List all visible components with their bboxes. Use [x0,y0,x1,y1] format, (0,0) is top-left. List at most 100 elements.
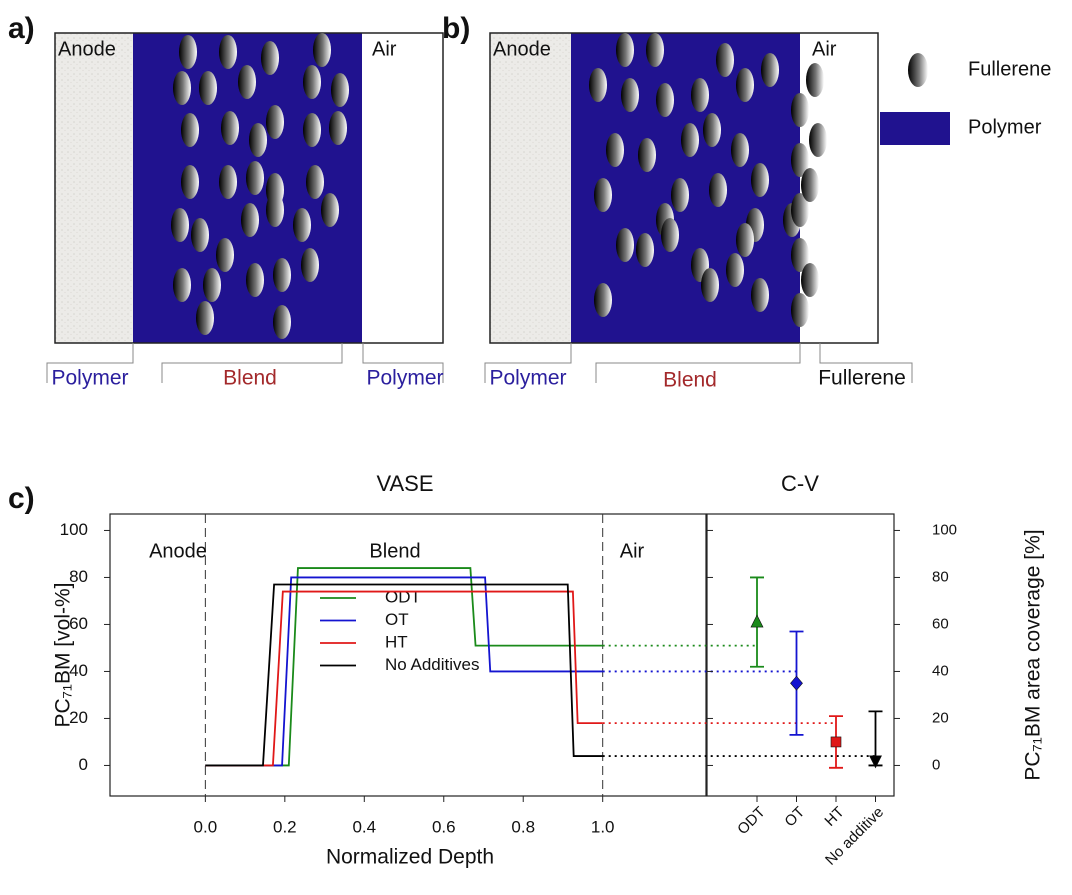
fullerene [661,218,679,252]
y-tick-label: 20 [69,708,88,727]
fullerene [173,71,191,105]
fullerene [329,111,347,145]
panel-label: a) [8,12,35,45]
marker [869,755,882,769]
fullerene [726,253,744,287]
fullerene [701,268,719,302]
fullerene [736,68,754,102]
fullerene [181,165,199,199]
fullerene [646,33,664,67]
fullerene [238,65,256,99]
y-tick-label: 80 [932,568,949,585]
fullerene [249,123,267,157]
x-tick-label: 0.6 [432,817,456,836]
plot-frame [706,513,895,797]
fullerene [191,218,209,252]
polymer-icon [880,112,950,145]
fullerene [681,123,699,157]
fullerene [293,208,311,242]
fullerene [306,165,324,199]
bracket [595,343,801,383]
marker [830,736,842,748]
y-tick-label: 0 [79,755,88,774]
key-label: Polymer [968,116,1042,138]
fullerene [791,293,809,327]
fullerene-icon [908,53,928,87]
x-tick-label: ODT [734,804,768,838]
fullerene [709,173,727,207]
fullerene [791,238,809,272]
fullerene [266,193,284,227]
annotation: Blend [369,540,420,562]
chart-title: VASE [376,471,433,496]
frame [489,32,879,344]
fullerene [173,268,191,302]
fullerene [331,73,349,107]
fullerene [246,161,264,195]
panel-label: b) [442,12,470,45]
layer-label: Polymer [51,367,128,390]
x-tick-label: 0.4 [352,817,376,836]
fullerene [636,233,654,267]
fullerene [671,178,689,212]
fullerene [703,113,721,147]
fullerene [616,228,634,262]
y-tick-label: 100 [932,521,957,538]
fullerene [801,263,819,297]
y-tick-label: 40 [69,661,88,680]
fullerene [273,305,291,339]
fullerene [181,113,199,147]
fullerene [736,223,754,257]
y-tick-label: 60 [69,614,88,633]
series-line [205,583,603,767]
fullerene [638,138,656,172]
y-tick-label: 100 [60,520,88,539]
fullerene [273,258,291,292]
fullerene [171,208,189,242]
region-label: Air [812,38,837,60]
legend-label: ODT [385,587,421,606]
annotation: Anode [149,540,207,562]
fullerene [656,83,674,117]
fullerene [241,203,259,237]
fullerene [731,133,749,167]
key-label: Fullerene [968,58,1051,80]
plot-frame [109,513,707,797]
layer-label: Fullerene [818,367,906,390]
y-tick-label: 60 [932,615,949,632]
x-axis-label: Normalized Depth [326,846,494,869]
x-tick-label: HT [821,804,847,830]
anode-region [490,33,571,343]
layer-label: Polymer [366,367,443,390]
fullerene [791,93,809,127]
bracket [362,343,444,383]
bracket [819,343,913,383]
fullerene [216,238,234,272]
panel-b: b) Anode Air Polymer Blend Fullerene [442,12,913,392]
fullerene [179,35,197,69]
annotation: Air [620,540,645,562]
y-axis-label: PC₇₁BM area coverage [%] [1022,529,1045,780]
legend-label: No Additives [385,655,480,674]
fullerene [809,123,827,157]
fullerene [196,301,214,335]
region-label: Anode [493,38,551,60]
x-tick-label: OT [781,804,808,831]
fullerene [594,178,612,212]
fullerene [261,41,279,75]
fullerene [313,33,331,67]
bracket [46,343,134,383]
bracket [484,343,572,383]
legend-label: OT [385,610,409,629]
anode-region [55,33,133,343]
fullerene [199,71,217,105]
frame [54,32,444,344]
fullerene [303,113,321,147]
x-tick-label: 0.0 [194,817,218,836]
fullerene [606,133,624,167]
x-tick-label: 1.0 [591,817,615,836]
fullerene [621,78,639,112]
panel-label: c) [8,482,35,515]
chart-title: C-V [781,471,819,496]
fullerene [594,283,612,317]
